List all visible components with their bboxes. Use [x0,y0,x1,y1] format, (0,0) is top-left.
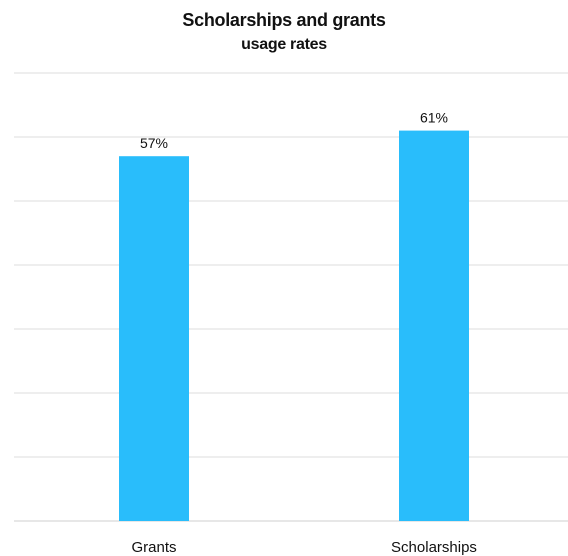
bar-grants [119,156,189,521]
bar-scholarships [399,130,469,521]
data-label-scholarships: 61% [420,110,448,126]
chart-subtitle: usage rates [241,36,327,53]
data-label-grants: 57% [140,135,168,151]
chart-title: Scholarships and grants [182,10,386,30]
category-label-grants: Grants [131,539,176,556]
category-label-scholarships: Scholarships [391,539,477,556]
